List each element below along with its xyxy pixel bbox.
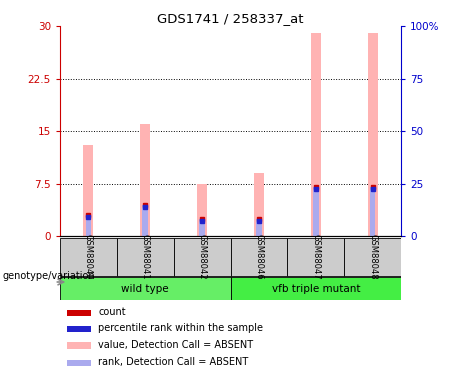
Bar (142, 205, 148, 236)
Bar (60, 277, 230, 300)
Bar (67, 342, 91, 349)
Text: GSM88040: GSM88040 (84, 234, 93, 279)
Text: GSM88041: GSM88041 (141, 234, 150, 279)
Bar (230, 277, 401, 300)
Bar (370, 187, 375, 236)
Text: vfb triple mutant: vfb triple mutant (272, 284, 360, 294)
Bar (199, 219, 205, 236)
Text: genotype/variation: genotype/variation (2, 271, 95, 280)
Text: GSM88048: GSM88048 (368, 234, 377, 279)
Text: rank, Detection Call = ABSENT: rank, Detection Call = ABSENT (98, 357, 248, 367)
Text: percentile rank within the sample: percentile rank within the sample (98, 323, 263, 333)
Bar (67, 310, 91, 316)
Bar (60, 237, 117, 276)
Bar (344, 237, 401, 276)
Bar (67, 326, 91, 332)
Text: wild type: wild type (121, 284, 169, 294)
Text: GSM88046: GSM88046 (254, 234, 263, 279)
Bar (117, 237, 174, 276)
Text: GSM88047: GSM88047 (311, 234, 320, 279)
Bar (83, 145, 94, 236)
Bar (86, 215, 91, 236)
Bar (140, 124, 150, 236)
Bar (174, 237, 230, 276)
Bar (230, 237, 287, 276)
Title: GDS1741 / 258337_at: GDS1741 / 258337_at (157, 12, 304, 25)
Text: value, Detection Call = ABSENT: value, Detection Call = ABSENT (98, 339, 253, 350)
Bar (311, 33, 321, 236)
Text: GSM88042: GSM88042 (198, 234, 207, 279)
Bar (287, 237, 344, 276)
Bar (313, 187, 319, 236)
Bar (367, 33, 378, 236)
Text: count: count (98, 307, 126, 317)
Bar (254, 173, 264, 236)
Bar (256, 219, 262, 236)
Bar (67, 360, 91, 366)
Bar (197, 184, 207, 236)
